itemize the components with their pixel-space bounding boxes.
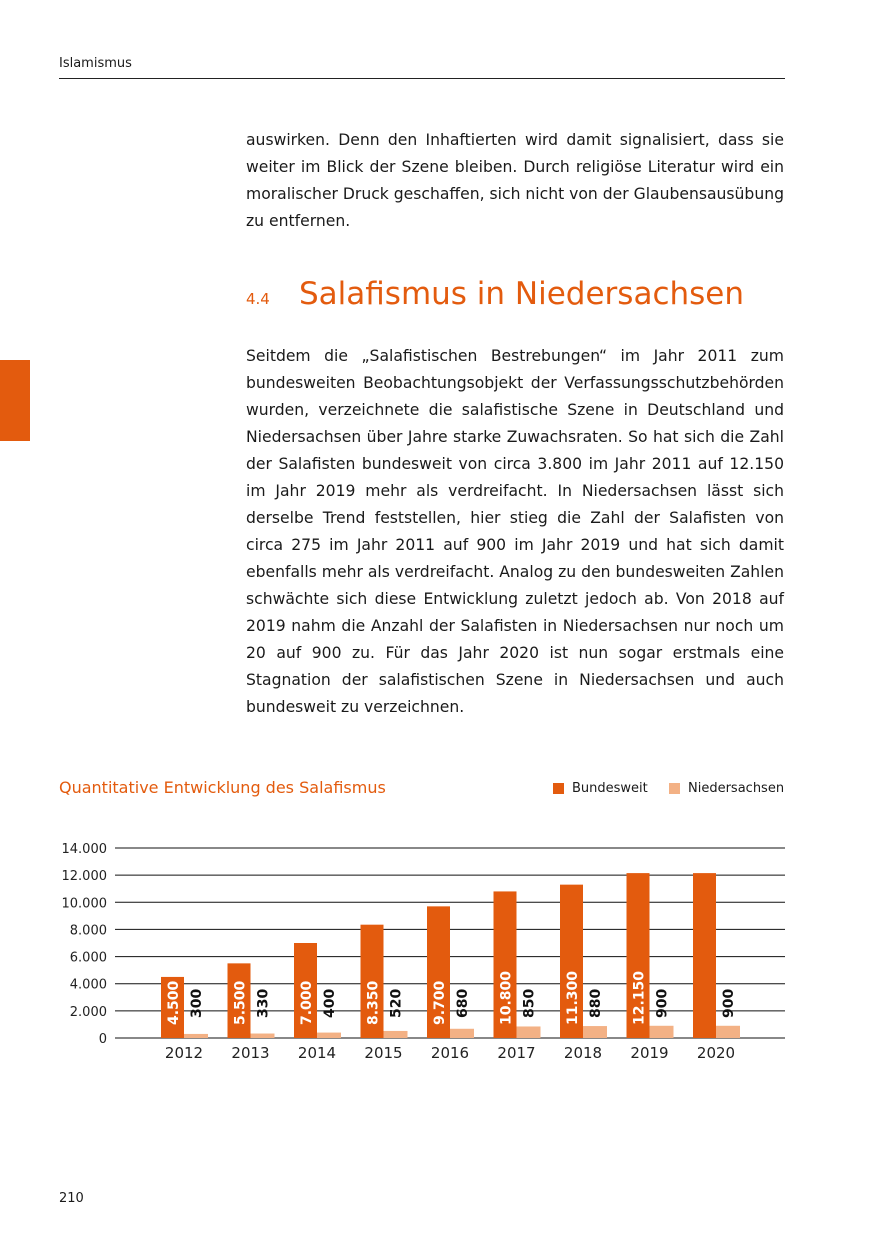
bar-label-bundesweit: 9.700 (432, 980, 448, 1025)
bar-label-niedersachsen: 680 (455, 989, 471, 1018)
bar-niedersachsen (516, 1026, 541, 1038)
x-tick-label: 2019 (630, 1044, 668, 1062)
page-number: 210 (59, 1191, 84, 1206)
chapter-tab-marker (0, 360, 30, 441)
bar-label-niedersachsen: 300 (189, 989, 205, 1018)
bar-label-niedersachsen: 900 (721, 989, 737, 1018)
bar-label-niedersachsen: 520 (389, 989, 405, 1018)
bar-bundesweit (560, 884, 583, 1038)
bar-bundesweit (493, 891, 517, 1038)
bar-niedersachsen (250, 1033, 275, 1038)
bar-label-bundesweit: 7.000 (299, 980, 315, 1025)
bar-label-bundesweit: 5.500 (233, 980, 249, 1025)
bar-label-bundesweit: 10.800 (499, 971, 515, 1025)
section-title: Salafismus in Niedersachsen (299, 276, 745, 312)
x-tick-label: 2018 (564, 1044, 602, 1062)
legend-niedersachsen: Niedersachsen (669, 781, 784, 796)
x-tick-label: 2016 (431, 1044, 469, 1062)
bar-label-niedersachsen: 400 (322, 989, 338, 1018)
y-tick-label: 0 (99, 1032, 107, 1047)
bar-label-bundesweit: 8.350 (366, 980, 382, 1025)
bar-label-niedersachsen: 330 (256, 989, 272, 1018)
bar-label-niedersachsen: 880 (588, 989, 604, 1018)
x-tick-label: 2015 (364, 1044, 402, 1062)
bar-bundesweit (294, 943, 317, 1038)
bar-bundesweit (693, 873, 716, 1038)
y-tick-label: 4.000 (70, 978, 107, 993)
section-number: 4.4 (246, 290, 270, 308)
bar-niedersachsen (383, 1030, 408, 1038)
header-rule (59, 78, 785, 79)
legend-swatch (669, 783, 680, 794)
legend-label: Niedersachsen (688, 781, 785, 796)
legend-swatch (553, 783, 564, 794)
y-tick-label: 14.000 (62, 842, 108, 857)
y-tick-label: 2.000 (70, 1005, 107, 1020)
x-tick-label: 2014 (298, 1044, 336, 1062)
bar-bundesweit (360, 924, 384, 1038)
y-tick-label: 8.000 (70, 923, 107, 938)
x-tick-label: 2017 (497, 1044, 535, 1062)
chart-title: Quantitative Entwicklung des Salafismus (59, 778, 386, 797)
x-tick-label: 2013 (231, 1044, 269, 1062)
bar-label-niedersachsen: 900 (655, 989, 671, 1018)
bar-niedersachsen (317, 1032, 341, 1038)
bar-niedersachsen (716, 1025, 740, 1038)
bar-bundesweit (626, 873, 650, 1038)
bar-niedersachsen (450, 1028, 474, 1038)
bar-niedersachsen (649, 1025, 674, 1038)
x-tick-label: 2012 (165, 1044, 203, 1062)
running-header: Islamismus (59, 56, 132, 71)
bar-bundesweit (227, 963, 251, 1038)
x-tick-label: 2020 (697, 1044, 735, 1062)
intro-paragraph: auswirken. Denn den Inhaftierten wird da… (246, 131, 784, 230)
y-tick-label: 12.000 (62, 869, 108, 884)
bar-label-bundesweit: 12.150 (632, 971, 648, 1025)
legend-label: Bundesweit (572, 781, 648, 796)
bar-niedersachsen (583, 1026, 607, 1038)
bar-label-bundesweit: 11.300 (565, 971, 581, 1025)
y-tick-label: 6.000 (70, 951, 107, 966)
body-paragraph: Seitdem die „Salafistischen Bestrebungen… (246, 347, 784, 716)
bar-label-bundesweit: 4.500 (166, 980, 182, 1025)
bar-label-niedersachsen: 850 (522, 989, 538, 1018)
bar-niedersachsen (184, 1033, 208, 1038)
bar-bundesweit (161, 976, 184, 1038)
y-tick-label: 10.000 (62, 896, 108, 911)
bar-bundesweit (427, 906, 450, 1038)
legend-bundesweit: Bundesweit (553, 781, 648, 796)
